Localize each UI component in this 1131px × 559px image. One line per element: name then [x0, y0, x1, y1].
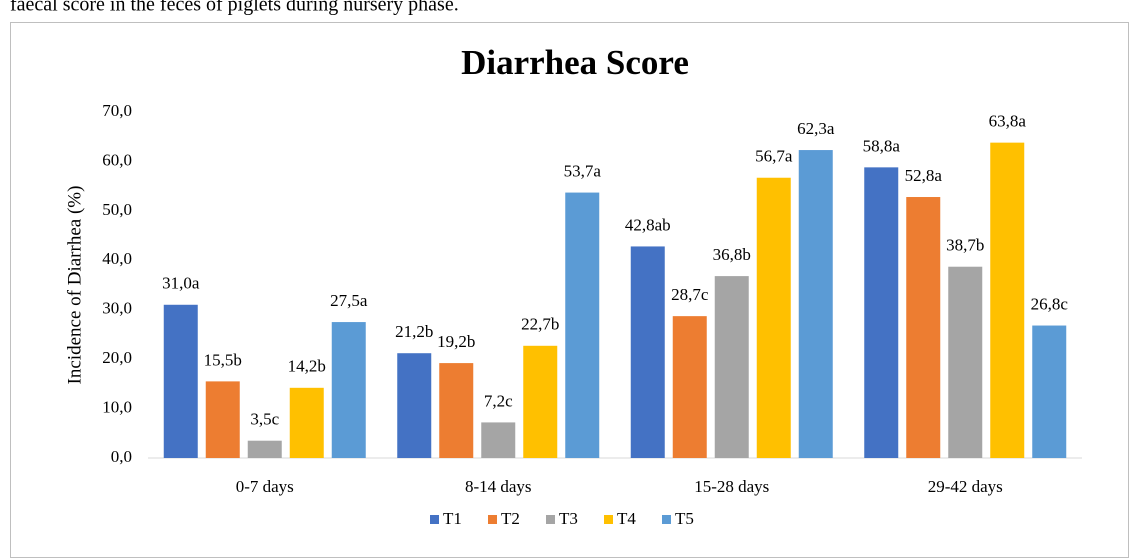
value-label: 26,8c: [1031, 294, 1069, 313]
bar: [798, 150, 833, 458]
bar: [397, 353, 432, 458]
y-tick-label: 30,0: [102, 299, 132, 318]
value-label: 28,7c: [671, 285, 709, 304]
bar: [247, 440, 282, 458]
y-tick-label: 20,0: [102, 348, 132, 367]
legend-label: T3: [559, 509, 578, 528]
y-tick-label: 40,0: [102, 249, 132, 268]
bar: [906, 197, 941, 458]
value-label: 53,7a: [564, 161, 602, 180]
chart-border: [10, 22, 1129, 558]
y-tick-label: 60,0: [102, 150, 132, 169]
value-label: 31,0a: [162, 274, 200, 293]
value-label: 7,2c: [484, 391, 513, 410]
caption: faecal score in the feces of piglets dur…: [10, 0, 459, 16]
bar: [565, 192, 600, 458]
bar: [205, 381, 240, 458]
legend-swatch: [488, 515, 497, 524]
legend-label: T2: [501, 509, 520, 528]
y-tick-label: 0,0: [111, 447, 132, 466]
legend-swatch: [546, 515, 555, 524]
value-label: 38,7b: [946, 236, 984, 255]
value-label: 15,5b: [204, 350, 242, 369]
x-tick-label: 15-28 days: [694, 477, 769, 496]
value-label: 56,7a: [755, 147, 793, 166]
bar: [756, 177, 791, 459]
bar: [948, 266, 983, 458]
value-label: 19,2b: [437, 332, 475, 351]
legend-label: T1: [443, 509, 462, 528]
bar: [990, 142, 1025, 458]
value-label: 62,3a: [797, 119, 835, 138]
value-label: 3,5c: [250, 410, 279, 429]
bar: [714, 276, 749, 458]
bar: [439, 363, 474, 458]
bar: [289, 387, 324, 458]
bar: [672, 316, 707, 458]
chart-title: Diarrhea Score: [461, 43, 689, 82]
value-label: 14,2b: [288, 357, 326, 376]
bar: [1032, 325, 1067, 458]
y-tick-label: 10,0: [102, 397, 132, 416]
x-tick-label: 29-42 days: [928, 477, 1003, 496]
x-tick-label: 0-7 days: [236, 477, 294, 496]
legend-swatch: [430, 515, 439, 524]
legend-swatch: [662, 515, 671, 524]
value-label: 58,8a: [863, 136, 901, 155]
y-tick-label: 50,0: [102, 200, 132, 219]
value-label: 27,5a: [330, 291, 368, 310]
legend-swatch: [604, 515, 613, 524]
legend-label: T5: [675, 509, 694, 528]
bar: [331, 322, 366, 458]
y-tick-label: 70,0: [102, 101, 132, 120]
value-label: 42,8ab: [625, 215, 671, 234]
bar: [163, 304, 198, 458]
value-label: 22,7b: [521, 315, 559, 334]
value-label: 63,8a: [989, 112, 1027, 131]
value-label: 21,2b: [395, 322, 433, 341]
bar: [864, 167, 899, 459]
bar: [630, 246, 665, 458]
x-tick-label: 8-14 days: [465, 477, 532, 496]
value-label: 52,8a: [905, 166, 943, 185]
value-label: 36,8b: [713, 245, 751, 264]
y-axis-label: Incidence of Diarrhea (%): [64, 186, 85, 385]
bar: [523, 345, 558, 458]
legend-label: T4: [617, 509, 636, 528]
bar: [481, 422, 516, 458]
